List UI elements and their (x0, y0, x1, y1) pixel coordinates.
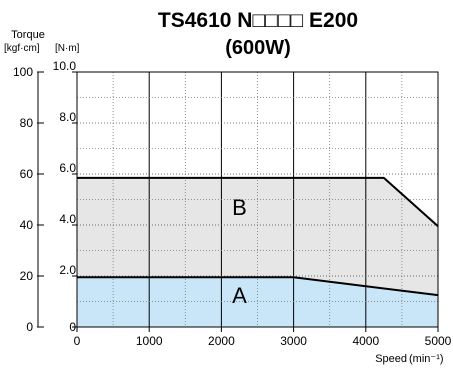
x-tick-label: 4000 (352, 334, 379, 348)
y-tick-label-nm: 10.0 (53, 59, 77, 73)
y-tick-label-kgfcm: 20 (20, 269, 34, 283)
y-axis-unit-nm: [N·m] (55, 43, 80, 54)
x-tick-label: 0 (74, 334, 81, 348)
x-tick-label: 2000 (208, 334, 235, 348)
x-tick-label: 1000 (136, 334, 163, 348)
series-line-a (77, 276, 439, 297)
y-tick-label-kgfcm: 40 (20, 218, 34, 232)
series-line-b (77, 176, 439, 228)
chart-subtitle: (600W) (225, 37, 291, 59)
x-axis-label: Speed (375, 353, 407, 365)
series-lines (77, 176, 439, 297)
y-axis-unit-kgfcm: [kgf·cm] (4, 43, 40, 54)
region-label-b: B (232, 195, 247, 220)
y-tick-label-nm: 8.0 (59, 110, 76, 124)
plot-frame (76, 71, 439, 328)
y-tick-label-kgfcm: 0 (26, 320, 33, 334)
chart-title: TS4610 N□□□□ E200 (158, 9, 358, 32)
y-tick-label-kgfcm: 100 (13, 65, 33, 79)
region-label-a: A (232, 283, 247, 308)
region-fill-a (77, 277, 438, 327)
y-axis-label: Torque (11, 29, 45, 41)
x-tick-label: 5000 (425, 334, 452, 348)
y-tick-label-kgfcm: 80 (20, 116, 34, 130)
y-tick-label-nm: 0 (69, 320, 76, 334)
x-tick-label: 3000 (280, 334, 307, 348)
y-tick-label-nm: 4.0 (59, 212, 76, 226)
grid-lines (77, 72, 438, 327)
axes (37, 71, 439, 332)
y-tick-label-nm: 2.0 (59, 263, 76, 277)
x-axis-unit: (min⁻¹) (409, 353, 444, 365)
y-tick-label-nm: 6.0 (59, 161, 76, 175)
y-tick-label-kgfcm: 60 (20, 167, 34, 181)
